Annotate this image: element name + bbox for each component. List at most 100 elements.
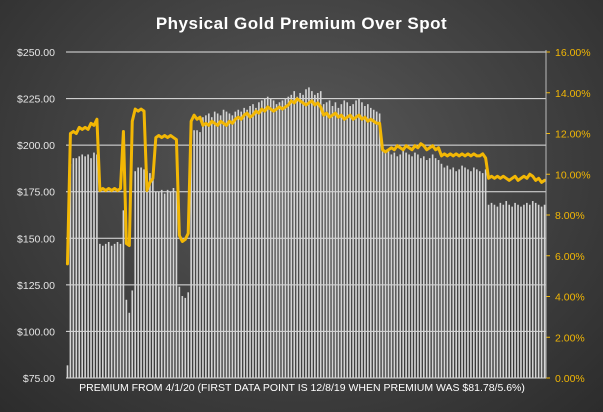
bar [231, 115, 234, 378]
bar [340, 104, 343, 378]
bar [78, 156, 81, 378]
bar [478, 171, 481, 378]
bar [490, 202, 493, 378]
bar [75, 158, 78, 378]
bar [375, 111, 378, 379]
bar [210, 117, 213, 378]
bar [390, 154, 393, 378]
bar [443, 167, 446, 378]
bar [499, 202, 502, 378]
bar [190, 135, 192, 378]
bar [425, 160, 428, 378]
bar [540, 206, 543, 378]
bar [175, 191, 178, 378]
bar [369, 107, 372, 378]
bar [470, 171, 472, 378]
bar [461, 165, 463, 378]
bar [149, 173, 151, 378]
bar [240, 111, 243, 379]
bar [364, 106, 366, 379]
bar [216, 113, 219, 378]
bar [137, 167, 139, 378]
left-tick-label: $75.00 [23, 373, 55, 385]
bar [107, 242, 110, 378]
left-tick-label: $100.00 [17, 326, 55, 338]
bar [157, 191, 160, 378]
bar [246, 109, 248, 378]
bar [402, 150, 404, 378]
bar [334, 102, 337, 379]
left-tick-label: $150.00 [17, 233, 55, 245]
bar [255, 107, 257, 378]
bar [378, 113, 381, 378]
bar [523, 204, 525, 378]
bar [172, 187, 175, 378]
bar [287, 96, 290, 379]
bar [258, 102, 260, 379]
bar [128, 312, 131, 378]
bar [205, 115, 207, 378]
bar [528, 204, 531, 378]
bar [399, 154, 402, 378]
bar [146, 171, 148, 378]
left-tick-label: $250.00 [17, 47, 55, 59]
bar [169, 191, 172, 378]
bar [69, 163, 72, 378]
bar [316, 92, 319, 378]
bar [84, 156, 86, 378]
bar [281, 100, 284, 379]
bar [119, 243, 122, 378]
bar [66, 365, 69, 378]
bar [314, 94, 316, 378]
bar [155, 191, 157, 378]
bar [361, 102, 363, 379]
bar [237, 109, 240, 378]
bar [243, 107, 245, 378]
bar [387, 150, 390, 378]
line-series [65, 97, 547, 266]
bar [187, 292, 190, 378]
bar [293, 91, 296, 379]
left-tick-label: $200.00 [17, 140, 55, 152]
bar [193, 130, 195, 378]
bar [166, 189, 169, 378]
bar [93, 152, 95, 378]
bar [163, 193, 166, 378]
right-tick-label: 2.00% [555, 332, 585, 344]
bar [290, 94, 293, 378]
bar [181, 296, 184, 378]
bar [322, 104, 325, 378]
bar [367, 104, 369, 378]
bar [102, 245, 104, 378]
bar [358, 98, 360, 378]
bar [278, 102, 281, 379]
right-tick-label: 10.00% [555, 169, 591, 181]
bar [152, 169, 154, 378]
bar [384, 152, 387, 378]
bar [328, 100, 331, 379]
bar [493, 204, 496, 378]
bar [437, 160, 440, 378]
bar [543, 204, 546, 378]
bar [263, 98, 266, 378]
bar [143, 169, 145, 378]
bar [393, 152, 396, 378]
bar [134, 171, 137, 378]
bar [411, 156, 413, 378]
bar [396, 156, 399, 378]
bar [473, 167, 475, 378]
bar [308, 87, 310, 378]
bar [266, 96, 269, 379]
bar [160, 189, 163, 378]
bar [222, 109, 225, 378]
right-tick-label: 8.00% [555, 210, 585, 222]
bar [420, 158, 422, 378]
bar [526, 202, 528, 378]
bar [261, 100, 263, 379]
bar [455, 171, 457, 378]
bar [99, 243, 101, 378]
left-axis-ticks: $75.00 $100.00 $125.00 $150.00 $175.00 $200.0… [17, 47, 55, 385]
bar [202, 117, 204, 378]
